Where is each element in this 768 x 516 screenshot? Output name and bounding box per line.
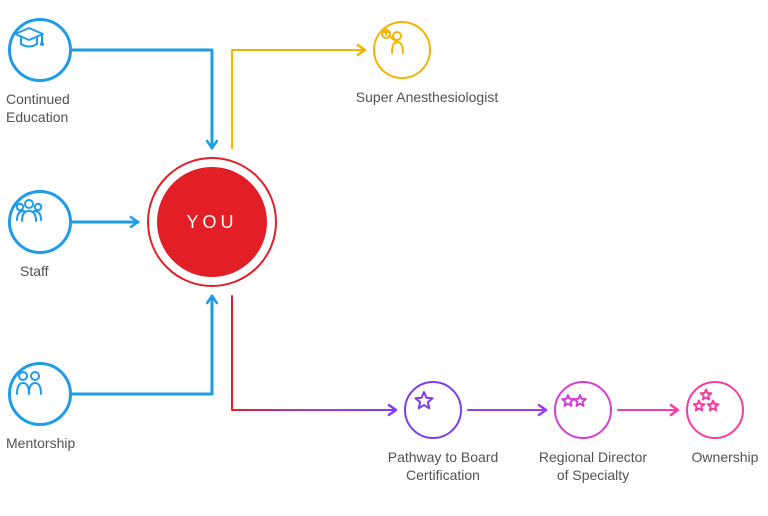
output-label-board: Pathway to Board Certification <box>383 448 503 484</box>
one-star-icon <box>406 383 442 419</box>
output-node-owner <box>686 381 744 439</box>
you-label: YOU <box>186 212 237 233</box>
input-label-staff: Staff <box>20 262 80 280</box>
input-label-mentor: Mentorship <box>6 434 96 452</box>
graduation-cap-icon <box>11 21 47 57</box>
output-label-owner: Ownership <box>685 448 765 466</box>
mentorship-icon <box>11 365 47 401</box>
output-node-regional <box>554 381 612 439</box>
output-node-board <box>404 381 462 439</box>
connector-you-to-board <box>232 296 396 410</box>
two-stars-icon <box>556 383 592 419</box>
connector-layer <box>0 0 768 516</box>
connector-you-to-super <box>232 50 365 148</box>
output-label-super: Super Anesthesiologist <box>352 88 502 106</box>
input-label-edu: Continued Education <box>6 90 96 126</box>
anesthesiologist-icon <box>375 23 411 59</box>
people-group-icon <box>11 193 47 229</box>
output-label-regional: Regional Director of Specialty <box>533 448 653 484</box>
input-node-mentor <box>8 362 72 426</box>
you-node: YOU <box>157 167 267 277</box>
three-stars-icon <box>688 383 724 419</box>
input-node-staff <box>8 190 72 254</box>
input-node-edu <box>8 18 72 82</box>
output-node-super <box>373 21 431 79</box>
connector-mentor-to-you <box>72 296 212 394</box>
